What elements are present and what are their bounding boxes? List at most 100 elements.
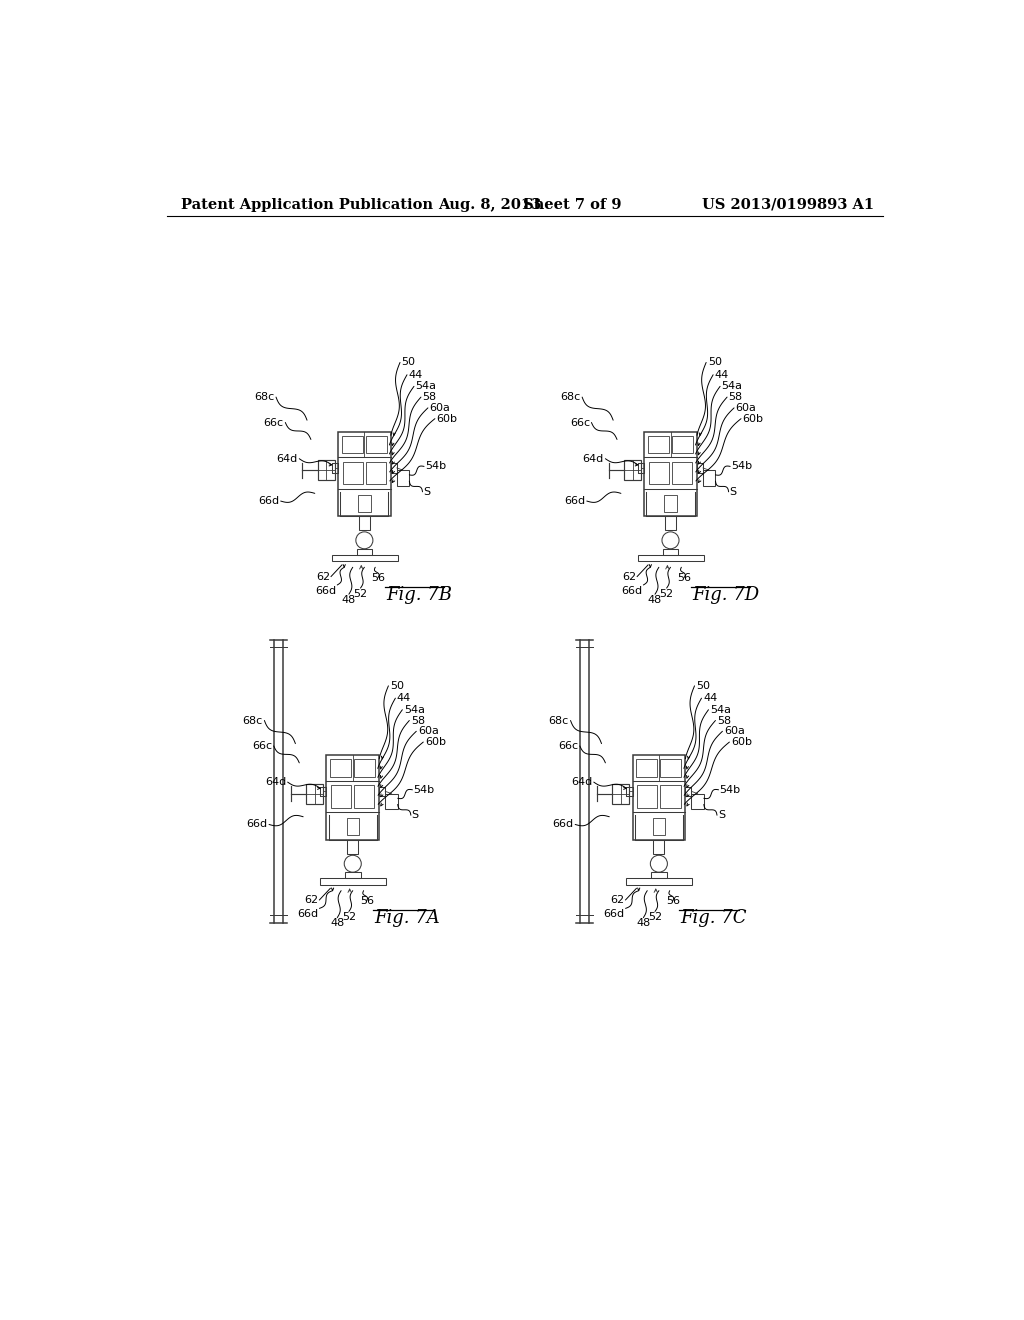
Bar <box>321 878 386 884</box>
Bar <box>343 462 362 484</box>
Text: 66c: 66c <box>252 741 272 751</box>
Bar <box>703 470 716 486</box>
Text: 56: 56 <box>678 573 691 583</box>
Bar <box>366 436 387 453</box>
Text: 54b: 54b <box>731 462 752 471</box>
Bar <box>665 495 677 512</box>
Bar <box>644 432 697 516</box>
Text: 64d: 64d <box>265 777 286 787</box>
Text: 66c: 66c <box>558 741 579 751</box>
Bar <box>332 463 338 473</box>
Bar <box>627 878 692 884</box>
Bar <box>612 784 630 804</box>
Text: 62: 62 <box>610 895 625 906</box>
Text: Fig. 7B: Fig. 7B <box>386 586 452 603</box>
Bar <box>648 436 669 453</box>
Text: 50: 50 <box>708 358 722 367</box>
Text: 54a: 54a <box>403 705 425 714</box>
Text: Fig. 7C: Fig. 7C <box>681 909 748 927</box>
Text: 66c: 66c <box>569 417 590 428</box>
Bar <box>327 755 379 840</box>
Bar <box>331 785 351 808</box>
Text: 50: 50 <box>401 358 416 367</box>
Text: 54a: 54a <box>416 381 436 391</box>
Text: S: S <box>412 810 419 820</box>
Bar <box>638 463 644 473</box>
Bar <box>637 785 657 808</box>
Text: 68c: 68c <box>560 392 581 403</box>
Text: 48: 48 <box>636 919 650 928</box>
Text: 64d: 64d <box>583 454 604 463</box>
Bar <box>379 787 385 796</box>
Text: 64d: 64d <box>276 454 298 463</box>
Text: 52: 52 <box>342 912 356 923</box>
Text: 60a: 60a <box>418 726 438 737</box>
Bar <box>624 461 641 480</box>
Bar <box>391 463 397 473</box>
Text: 60a: 60a <box>724 726 744 737</box>
Text: 62: 62 <box>304 895 318 906</box>
Text: 52: 52 <box>648 912 663 923</box>
Bar <box>633 755 685 840</box>
Text: Patent Application Publication: Patent Application Publication <box>180 198 433 211</box>
Text: 56: 56 <box>372 573 385 583</box>
Text: 66d: 66d <box>564 496 586 506</box>
Text: Sheet 7 of 9: Sheet 7 of 9 <box>523 198 622 211</box>
Bar <box>346 818 359 836</box>
Bar <box>354 759 375 776</box>
Text: 44: 44 <box>397 693 412 704</box>
Bar <box>359 516 370 531</box>
Text: Aug. 8, 2013: Aug. 8, 2013 <box>438 198 542 211</box>
Bar <box>660 759 681 776</box>
Bar <box>338 432 391 516</box>
Text: 58: 58 <box>717 715 731 726</box>
Text: 50: 50 <box>696 681 710 690</box>
Text: 58: 58 <box>411 715 425 726</box>
Text: 54b: 54b <box>414 785 434 795</box>
Bar <box>332 554 397 561</box>
Text: 44: 44 <box>715 370 729 380</box>
Text: 52: 52 <box>353 589 368 599</box>
Text: 66d: 66d <box>622 586 643 595</box>
Bar <box>653 840 665 854</box>
Text: 54b: 54b <box>425 462 445 471</box>
Text: 66d: 66d <box>247 820 267 829</box>
Text: 66d: 66d <box>553 820 573 829</box>
Text: 66c: 66c <box>263 417 284 428</box>
Text: 56: 56 <box>359 896 374 907</box>
Bar <box>663 549 678 554</box>
Bar <box>651 873 667 878</box>
Bar <box>636 759 657 776</box>
Bar <box>306 784 324 804</box>
Text: 50: 50 <box>390 681 403 690</box>
Text: 64d: 64d <box>571 777 592 787</box>
Text: 48: 48 <box>330 919 344 928</box>
Text: 60b: 60b <box>436 413 458 424</box>
Bar <box>321 787 327 796</box>
Bar <box>685 787 691 796</box>
Text: 66d: 66d <box>604 909 625 919</box>
Text: S: S <box>729 487 736 496</box>
Text: 54a: 54a <box>710 705 731 714</box>
Bar <box>345 873 360 878</box>
Bar <box>652 818 665 836</box>
Text: S: S <box>423 487 430 496</box>
Bar <box>366 462 386 484</box>
Text: 44: 44 <box>703 693 717 704</box>
Text: 62: 62 <box>623 572 636 582</box>
Bar <box>672 436 693 453</box>
Text: 60b: 60b <box>425 737 445 747</box>
Bar <box>356 549 372 554</box>
Bar <box>317 461 335 480</box>
Text: 54b: 54b <box>719 785 740 795</box>
Text: 66d: 66d <box>258 496 280 506</box>
Text: 58: 58 <box>729 392 742 403</box>
Text: 48: 48 <box>648 595 663 605</box>
Bar <box>347 840 358 854</box>
Text: US 2013/0199893 A1: US 2013/0199893 A1 <box>701 198 873 211</box>
Bar <box>672 462 692 484</box>
Text: S: S <box>718 810 725 820</box>
Text: 60a: 60a <box>429 403 451 413</box>
Text: 52: 52 <box>659 589 674 599</box>
Bar <box>665 516 676 531</box>
